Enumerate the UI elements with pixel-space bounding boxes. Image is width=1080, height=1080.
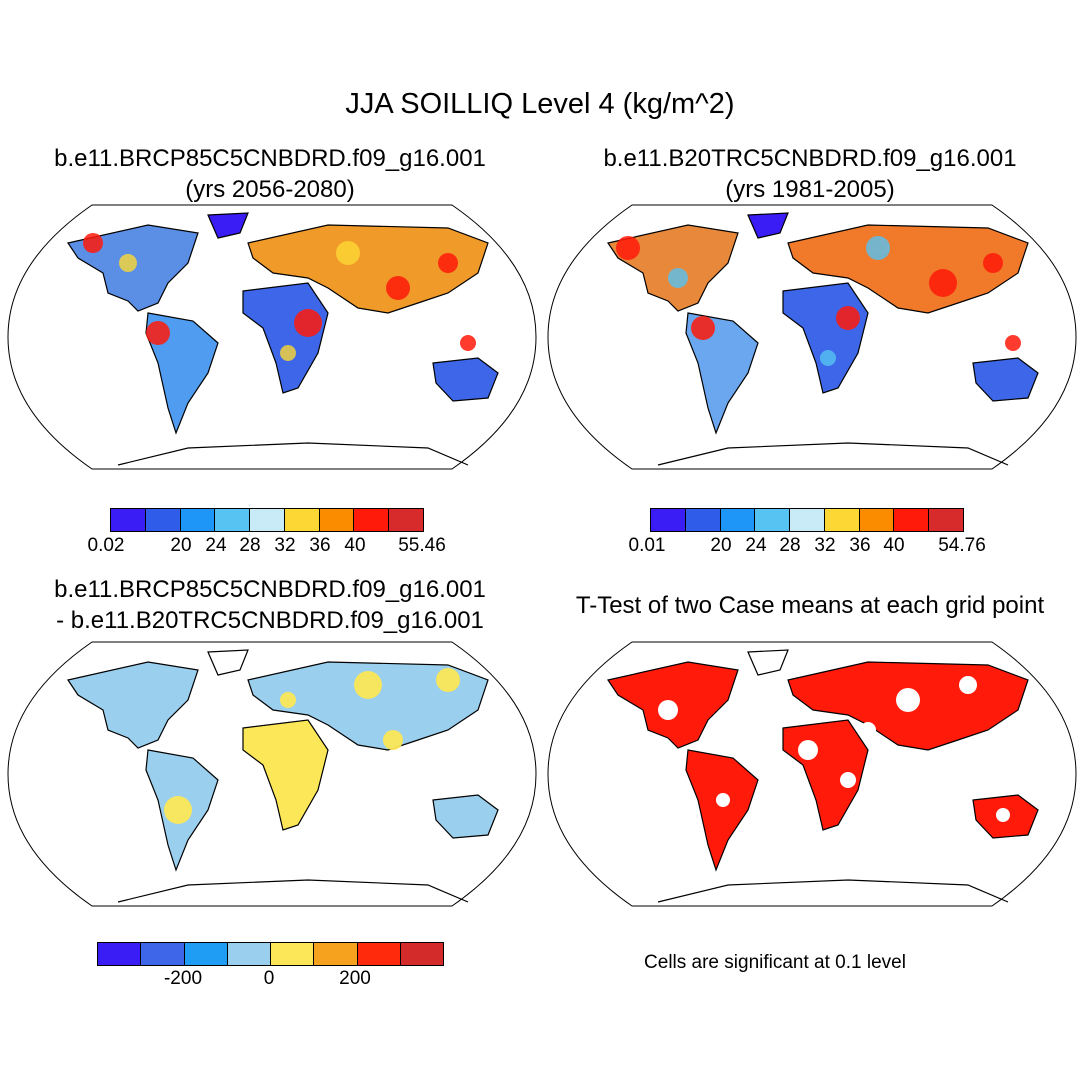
panel-2-title-line2: (yrs 1981-2005) — [725, 176, 895, 203]
colorbar-swatch — [271, 943, 315, 965]
colorbar-tick-label: 36 — [849, 535, 871, 556]
greenland — [207, 212, 249, 239]
colorbar-swatch — [720, 509, 756, 531]
antarctica — [657, 442, 1009, 466]
greenland — [747, 212, 789, 239]
continents — [67, 649, 499, 903]
colorbar-tick-label: 20 — [710, 535, 732, 556]
colorbar-tick-label: 0.02 — [87, 535, 125, 556]
colorbar-tick-label: 32 — [814, 535, 836, 556]
panel-3-title: b.e11.BRCP85C5CNBDRD.f09_g16.001 - b.e11… — [0, 574, 540, 636]
eurasia — [247, 661, 489, 751]
colorbar-tick-label: 36 — [309, 535, 331, 556]
colorbar-tick-label: 24 — [205, 535, 227, 556]
australia — [972, 357, 1039, 402]
colorbar-swatch — [859, 509, 895, 531]
colorbar-tick-label: 28 — [239, 535, 261, 556]
yellow-blotches — [164, 668, 460, 824]
australia — [432, 357, 499, 402]
map-ttest — [547, 641, 1077, 907]
panel-3-title-line1: b.e11.BRCP85C5CNBDRD.f09_g16.001 — [54, 576, 486, 603]
colorbar-tick-label: 24 — [745, 535, 767, 556]
south-america — [685, 749, 759, 872]
heat-blotches — [83, 233, 476, 351]
greenland — [207, 649, 249, 676]
light-blotches — [119, 241, 360, 361]
colorbar-swatch — [400, 943, 443, 965]
north-america — [607, 224, 739, 312]
colorbar-tick-label: 200 — [339, 968, 371, 989]
colorbar-tick-label: 32 — [274, 535, 296, 556]
panel-3-title-line2: - b.e11.B20TRC5CNBDRD.f09_g16.001 — [56, 607, 484, 634]
colorbar-swatch — [389, 509, 424, 531]
colorbar-swatch — [215, 509, 251, 531]
colorbar-swatch — [314, 943, 358, 965]
panel-2-title: b.e11.B20TRC5CNBDRD.f09_g16.001 (yrs 198… — [540, 143, 1080, 205]
colorbar-tick-label: 0.01 — [628, 535, 666, 556]
panel-1-title: b.e11.BRCP85C5CNBDRD.f09_g16.001 (yrs 20… — [0, 143, 540, 205]
panel-2-title-line1: b.e11.B20TRC5CNBDRD.f09_g16.001 — [603, 145, 1017, 172]
colorbar-case1 — [110, 508, 424, 532]
colorbar-swatch — [284, 509, 320, 531]
greenland — [747, 649, 789, 676]
colorbar-tick-label: 28 — [779, 535, 801, 556]
significance-note: Cells are significant at 0.1 level — [644, 952, 906, 973]
colorbar-difference — [97, 942, 444, 966]
africa — [242, 719, 329, 831]
figure-title: JJA SOILLIQ Level 4 (kg/m^2) — [345, 88, 735, 120]
colorbar-swatch — [98, 943, 142, 965]
colorbar-tick-label: 40 — [883, 535, 905, 556]
australia — [432, 794, 499, 839]
colorbar-swatch — [227, 943, 271, 965]
colorbar-swatch — [790, 509, 825, 531]
colorbar-swatch — [184, 943, 228, 965]
colorbar-swatch — [357, 943, 401, 965]
map-difference — [7, 641, 537, 907]
eurasia — [787, 224, 1029, 314]
colorbar-swatch — [824, 509, 860, 531]
north-america — [67, 661, 199, 749]
map-case2 — [547, 204, 1077, 470]
map-case1 — [7, 204, 537, 470]
antarctica — [117, 879, 469, 903]
light-blotches — [668, 236, 890, 366]
colorbar-swatch — [180, 509, 216, 531]
south-america — [685, 312, 759, 435]
colorbar-swatch — [651, 509, 686, 531]
colorbar-swatch — [755, 509, 791, 531]
colorbar-tick-label: 0 — [263, 968, 275, 989]
colorbar-case2 — [650, 508, 964, 532]
panel-4-title-line1: T-Test of two Case means at each grid po… — [575, 592, 1045, 619]
colorbar-tick-label: 54.76 — [938, 535, 986, 556]
colorbar-swatch — [111, 509, 146, 531]
colorbar-swatch — [894, 509, 930, 531]
colorbar-swatch — [250, 509, 285, 531]
colorbar-tick-label: 20 — [170, 535, 192, 556]
non-significant-cells — [658, 676, 1010, 822]
panel-1-title-line2: (yrs 2056-2080) — [185, 176, 355, 203]
colorbar-swatch — [141, 943, 185, 965]
panel-1-title-line1: b.e11.BRCP85C5CNBDRD.f09_g16.001 — [54, 145, 486, 172]
colorbar-tick-label: 40 — [344, 535, 366, 556]
colorbar-swatch — [685, 509, 721, 531]
antarctica — [117, 442, 469, 466]
colorbar-swatch — [319, 509, 355, 531]
antarctica — [657, 879, 1009, 903]
colorbar-swatch — [354, 509, 390, 531]
colorbar-tick-label: -200 — [163, 968, 203, 989]
colorbar-swatch — [929, 509, 964, 531]
heat-blotches — [616, 236, 1021, 351]
eurasia — [247, 224, 489, 314]
panel-4-title: T-Test of two Case means at each grid po… — [540, 590, 1080, 621]
colorbar-swatch — [145, 509, 181, 531]
colorbar-tick-label: 55.46 — [398, 535, 446, 556]
continents — [607, 212, 1039, 466]
